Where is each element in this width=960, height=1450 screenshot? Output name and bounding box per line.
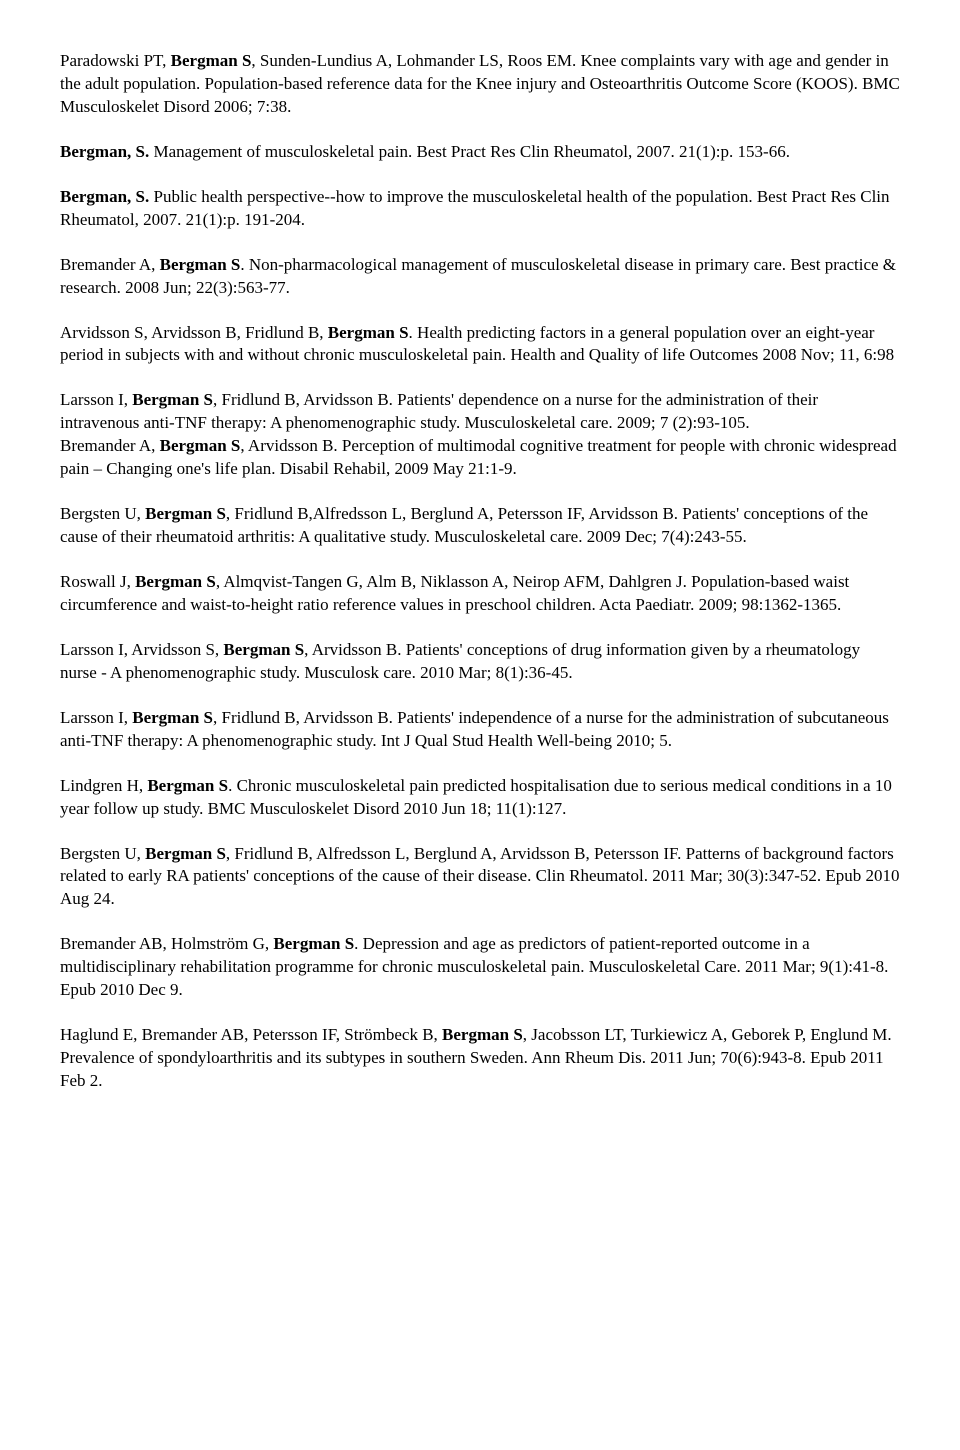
reference-pre-text: Bremander A, (60, 255, 160, 274)
reference-author-highlight: Bergman S (147, 776, 228, 795)
reference-entry: Bergsten U, Bergman S, Fridlund B, Alfre… (60, 843, 900, 912)
reference-author-highlight: Bergman S (132, 390, 213, 409)
reference-pre-text: Bergsten U, (60, 504, 145, 523)
reference-list: Paradowski PT, Bergman S, Sunden-Lundius… (60, 50, 900, 1093)
reference-entry: Bergman, S. Public health perspective--h… (60, 186, 900, 232)
reference-pre-text: Lindgren H, (60, 776, 147, 795)
reference-pre-text: Larsson I, (60, 390, 132, 409)
reference-entry: Lindgren H, Bergman S. Chronic musculosk… (60, 775, 900, 821)
reference-post-text: Public health perspective--how to improv… (60, 187, 890, 229)
reference-entry: Bergman, S. Management of musculoskeleta… (60, 141, 900, 164)
reference-pre-text: Bremander A, (60, 436, 160, 455)
reference-entry: Roswall J, Bergman S, Almqvist-Tangen G,… (60, 571, 900, 617)
reference-entry: Haglund E, Bremander AB, Petersson IF, S… (60, 1024, 900, 1093)
reference-author-highlight: Bergman S (132, 708, 213, 727)
reference-pre-text: Paradowski PT, (60, 51, 171, 70)
reference-pre-text: Larsson I, Arvidsson S, (60, 640, 223, 659)
reference-author-highlight: Bergman S (223, 640, 304, 659)
reference-author-highlight: Bergman S (160, 255, 241, 274)
reference-author-highlight: Bergman S (145, 504, 226, 523)
reference-author-highlight: Bergman S (328, 323, 409, 342)
reference-entry: Larsson I, Bergman S, Fridlund B, Arvids… (60, 707, 900, 753)
reference-pre-text: Bremander AB, Holmström G, (60, 934, 273, 953)
reference-author-highlight: Bergman S (442, 1025, 523, 1044)
reference-author-highlight: Bergman S (135, 572, 216, 591)
reference-pre-text: Haglund E, Bremander AB, Petersson IF, S… (60, 1025, 442, 1044)
reference-pre-text: Arvidsson S, Arvidsson B, Fridlund B, (60, 323, 328, 342)
reference-entry: Paradowski PT, Bergman S, Sunden-Lundius… (60, 50, 900, 119)
reference-author-highlight: Bergman, S. (60, 187, 149, 206)
reference-author-highlight: Bergman S (171, 51, 252, 70)
reference-pre-text: Roswall J, (60, 572, 135, 591)
reference-entry: Bremander AB, Holmström G, Bergman S. De… (60, 933, 900, 1002)
reference-pre-text: Larsson I, (60, 708, 132, 727)
reference-entry: Bergsten U, Bergman S, Fridlund B,Alfred… (60, 503, 900, 549)
reference-entry: Larsson I, Bergman S, Fridlund B, Arvids… (60, 389, 900, 435)
reference-entry: Larsson I, Arvidsson S, Bergman S, Arvid… (60, 639, 900, 685)
reference-pre-text: Bergsten U, (60, 844, 145, 863)
reference-author-highlight: Bergman S (273, 934, 354, 953)
reference-entry: Arvidsson S, Arvidsson B, Fridlund B, Be… (60, 322, 900, 368)
reference-post-text: Management of musculoskeletal pain. Best… (149, 142, 790, 161)
reference-entry: Bremander A, Bergman S, Arvidsson B. Per… (60, 435, 900, 481)
reference-entry: Bremander A, Bergman S. Non-pharmacologi… (60, 254, 900, 300)
reference-author-highlight: Bergman S (160, 436, 241, 455)
reference-author-highlight: Bergman S (145, 844, 226, 863)
reference-author-highlight: Bergman, S. (60, 142, 149, 161)
